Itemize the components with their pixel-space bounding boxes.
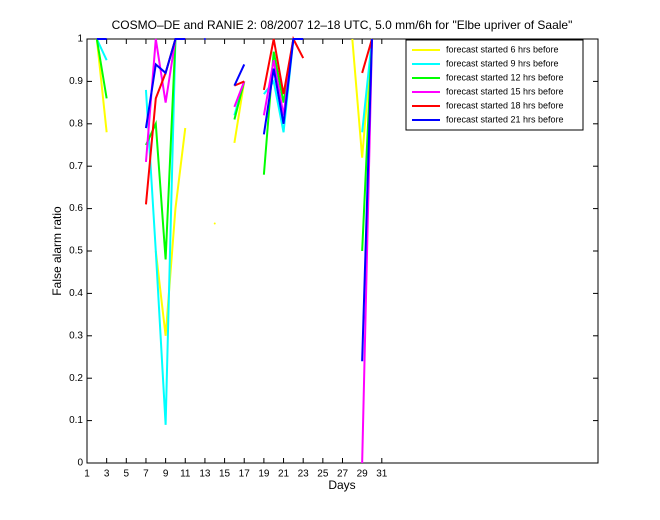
x-tick-label: 27 (337, 469, 349, 480)
y-tick-label: 0 (77, 458, 83, 469)
x-tick-label: 3 (104, 469, 110, 480)
x-tick-label: 17 (239, 469, 251, 480)
y-tick-label: 0.8 (69, 118, 83, 129)
y-tick-label: 0.3 (69, 330, 83, 341)
x-axis-label: Days (328, 478, 355, 492)
y-tick-label: 0.4 (69, 288, 83, 299)
x-tick-label: 5 (124, 469, 130, 480)
y-tick-label: 0.1 (69, 415, 83, 426)
y-axis-label: False alarm ratio (50, 206, 64, 296)
series-line (262, 35, 305, 95)
y-tick-label: 0.2 (69, 373, 83, 384)
x-tick-label: 21 (278, 469, 290, 480)
x-tick-label: 13 (199, 469, 211, 480)
series-line (361, 38, 373, 74)
y-tick-label: 0.9 (69, 76, 83, 87)
x-tick-label: 7 (143, 469, 149, 480)
series-line (95, 38, 108, 61)
series-line (262, 38, 304, 135)
series-line (145, 38, 177, 260)
y-tick-label: 0.7 (69, 161, 83, 172)
x-tick-label: 1 (84, 469, 90, 480)
series-line (144, 38, 186, 129)
legend-label: forecast started 15 hrs before (446, 86, 564, 96)
legend-label: forecast started 21 hrs before (446, 114, 564, 124)
legend-box (405, 39, 584, 131)
legend-label: forecast started 6 hrs before (446, 44, 559, 54)
y-tick-label: 1 (77, 34, 83, 45)
legend-label: forecast started 18 hrs before (446, 100, 564, 110)
y-tick-label: 0.5 (69, 246, 83, 257)
series-line (233, 81, 246, 108)
series-line (233, 64, 246, 87)
series-line (234, 80, 245, 87)
series-line (144, 38, 177, 425)
chart-title: COSMO–DE and RANIE 2: 08/2007 12–18 UTC,… (112, 18, 573, 32)
x-tick-label: 11 (180, 469, 191, 480)
legend-label: forecast started 12 hrs before (446, 72, 564, 82)
y-tick-label: 0.6 (69, 203, 83, 214)
x-tick-label: 15 (219, 469, 231, 480)
x-tick-label: 31 (376, 469, 388, 480)
series-line (95, 38, 108, 99)
x-tick-label: 29 (357, 469, 369, 480)
x-tick-label: 25 (317, 469, 329, 480)
series-line (154, 127, 187, 336)
x-tick-label: 19 (258, 469, 270, 480)
series-line (361, 38, 373, 362)
x-tick-label: 9 (163, 469, 169, 480)
x-tick-label: 23 (298, 469, 310, 480)
legend-label: forecast started 9 hrs before (446, 58, 559, 68)
